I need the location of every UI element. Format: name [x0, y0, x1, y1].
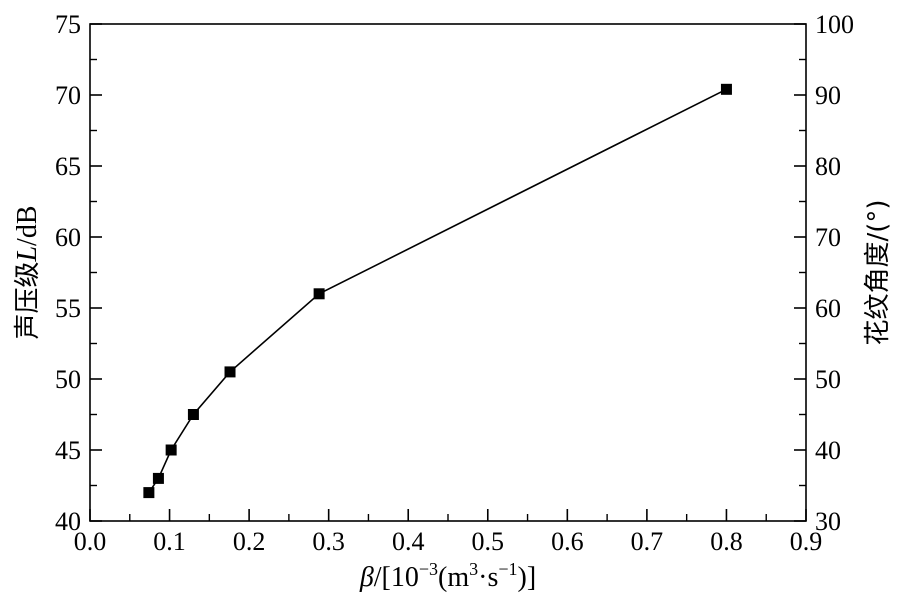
x-tick-label: 0.4: [392, 527, 425, 556]
y-left-tick-label: 65: [55, 152, 81, 181]
y-left-tick-label: 40: [55, 507, 81, 536]
y-left-tick-label: 50: [55, 365, 81, 394]
y-left-tick-label: 55: [55, 294, 81, 323]
y-right-tick-label: 90: [815, 81, 841, 110]
x-axis-unit-open: /[10: [374, 562, 419, 593]
y-left-axis-title: 声压级L/dB: [12, 205, 43, 339]
x-axis-unit-mid: (m: [438, 562, 469, 593]
y-left-tick-label: 70: [55, 81, 81, 110]
y-right-tick-label: 80: [815, 152, 841, 181]
x-tick-label: 0.6: [551, 527, 584, 556]
x-axis-exp3: −1: [498, 559, 517, 579]
data-point-marker: [313, 288, 325, 300]
x-axis-unit-close: )]: [518, 562, 537, 593]
x-axis-unit-mid2: ·s: [478, 562, 498, 593]
x-tick-label: 0.8: [710, 527, 743, 556]
markers-layer: [143, 83, 732, 499]
y-right-tick-label: 30: [815, 507, 841, 536]
x-axis-title: β/[10−3(m3·s−1)]: [359, 559, 536, 593]
data-point-marker: [187, 409, 199, 420]
y-left-axis-var: L: [12, 246, 43, 263]
y-right-tick-label: 40: [815, 436, 841, 465]
y-left-tick-label: 60: [55, 223, 81, 252]
series-line: [148, 88, 727, 494]
y-right-tick-label: 50: [815, 365, 841, 394]
labels-layer: 0.0 0.1 0.2 0.3 0.4 0.5 0.6 0.7 0.8 0.9 40 45 50 55 60…: [55, 10, 854, 556]
data-point-marker: [143, 487, 155, 499]
y-left-axis-unit: /dB: [12, 205, 43, 245]
y-right-tick-label: 70: [815, 223, 841, 252]
y-left-tick-label: 75: [55, 10, 81, 39]
y-right-tick-label: 60: [815, 294, 841, 323]
x-tick-label: 0.3: [312, 527, 345, 556]
data-point-marker: [720, 83, 732, 95]
x-tick-label: 0.1: [153, 527, 186, 556]
y-right-axis-title: 花纹角度/(°): [863, 199, 893, 345]
ticks-layer: [89, 23, 807, 522]
x-tick-label: 0.9: [790, 527, 823, 556]
y-right-tick-label: 100: [815, 10, 854, 39]
data-point-marker: [224, 366, 236, 378]
x-tick-label: 0.0: [74, 527, 107, 556]
data-point-marker: [165, 444, 177, 456]
y-left-tick-label: 45: [55, 436, 81, 465]
x-axis-exp1: −3: [419, 559, 438, 579]
x-tick-label: 0.7: [631, 527, 664, 556]
data-point-marker: [152, 472, 164, 484]
x-axis-symbol: β: [359, 562, 374, 593]
x-tick-label: 0.2: [233, 527, 266, 556]
x-axis-exp2: 3: [469, 559, 478, 579]
y-left-axis-cjk: 声压级: [13, 262, 43, 340]
x-tick-label: 0.5: [472, 527, 505, 556]
plot-frame: [89, 23, 807, 522]
